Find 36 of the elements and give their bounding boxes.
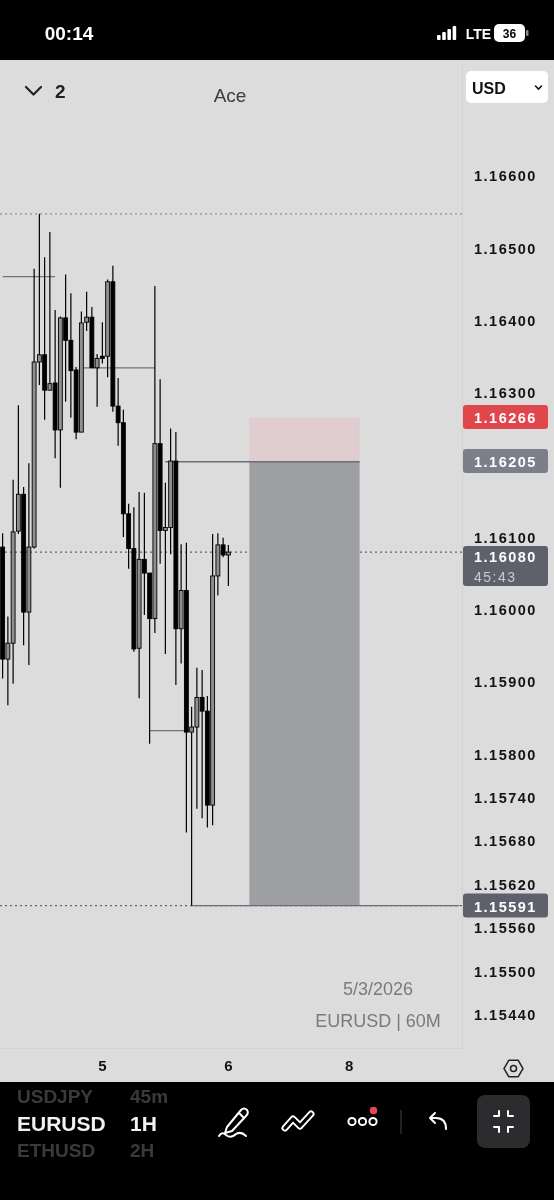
y-tick-label: 1.15800	[474, 746, 537, 763]
text: 00:14	[44, 22, 94, 44]
x-tick-label: 8	[344, 1056, 354, 1074]
annotation: 2	[55, 80, 66, 102]
y-tick-label: 1.16600	[474, 168, 537, 185]
candlestick	[225, 544, 231, 587]
text: EURUSD	[17, 1111, 106, 1135]
y-tick-label: 1.16000	[474, 602, 537, 619]
text: USD	[472, 79, 506, 96]
text: LTE	[465, 25, 492, 42]
y-tick-label: 1.16100	[474, 529, 537, 546]
text: 1.16266	[474, 410, 537, 426]
y-tick-label: 1.16400	[474, 312, 537, 329]
y-tick-label: 1.15900	[474, 674, 537, 691]
text: 1.16205	[474, 454, 537, 470]
y-tick-label: 1.15620	[474, 876, 537, 893]
text: 2H	[130, 1139, 155, 1161]
x-tick-label: 6	[224, 1056, 233, 1074]
y-tick-label: 1.15440	[474, 1006, 537, 1023]
ref-line-label: 1.15591	[474, 898, 537, 915]
annotation: EURUSD | 60M	[315, 1011, 441, 1031]
ref-line-label: 1.16080 45:43	[474, 549, 537, 585]
y-tick-label: 1.16300	[474, 385, 537, 402]
text: 1H	[130, 1111, 157, 1135]
text: Ace	[213, 84, 247, 106]
y-tick-label: 1.15680	[474, 833, 537, 850]
x-tick-label: 5	[98, 1056, 107, 1074]
text: ETHUSD	[17, 1139, 96, 1161]
y-tick-label: 1.15560	[474, 920, 537, 937]
text: 36	[502, 26, 517, 41]
y-tick-label: 1.16500	[474, 240, 537, 257]
y-tick-label: 1.15740	[474, 790, 537, 807]
text: USDJPY	[17, 1085, 94, 1107]
text: 45m	[130, 1085, 169, 1107]
y-tick-label: 1.15500	[474, 963, 537, 980]
annotation: 5/3/2026	[342, 979, 414, 999]
